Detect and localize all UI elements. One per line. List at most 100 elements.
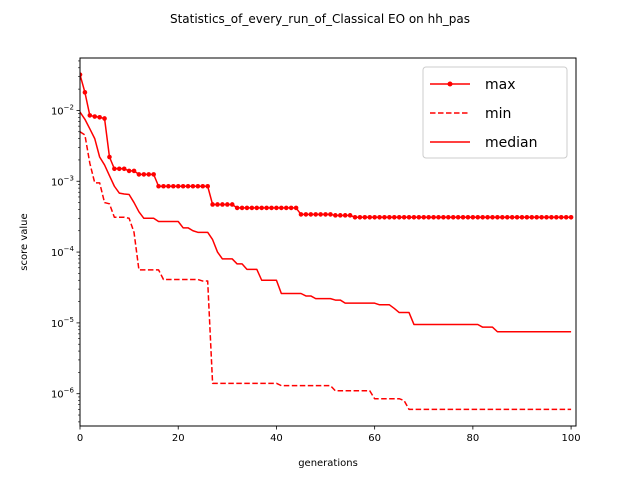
- point-max-16: [156, 183, 161, 189]
- point-max-25: [200, 183, 206, 189]
- point-max-14: [146, 172, 152, 177]
- point-max-94: [539, 214, 544, 220]
- point-max-3: [92, 114, 98, 119]
- point-max-35: [249, 205, 255, 211]
- point-max-7: [112, 166, 117, 172]
- point-max-80: [470, 214, 476, 220]
- point-max-70: [421, 214, 427, 220]
- point-max-85: [495, 214, 500, 220]
- point-max-20: [175, 183, 181, 189]
- point-max-44: [293, 205, 299, 211]
- point-max-29: [220, 202, 225, 207]
- point-max-51: [328, 212, 333, 217]
- point-max-77: [455, 214, 461, 220]
- point-max-79: [465, 214, 471, 220]
- chart-title: Statistics_of_every_run_of_Classical EO …: [170, 12, 470, 26]
- legend-item-min: min: [430, 106, 511, 122]
- y-axis: 10−6 10−5 10−4 10−3 10−2: [51, 60, 80, 423]
- point-max-82: [480, 214, 485, 220]
- point-max-27: [210, 202, 215, 207]
- point-max-89: [514, 214, 520, 220]
- point-max-18: [166, 183, 171, 189]
- plot-frame: [79, 57, 577, 427]
- point-max-99: [563, 214, 569, 220]
- point-max-81: [475, 214, 481, 220]
- point-max-50: [323, 212, 328, 217]
- point-max-90: [519, 214, 525, 220]
- point-max-98: [558, 214, 564, 220]
- legend-box: [422, 66, 568, 159]
- point-max-24: [195, 183, 201, 189]
- point-max-97: [554, 214, 559, 220]
- point-max-11: [131, 168, 137, 174]
- point-max-76: [450, 214, 456, 220]
- point-max-32: [234, 205, 240, 211]
- point-max-45: [298, 212, 304, 217]
- point-max-69: [416, 214, 422, 220]
- point-max-58: [362, 214, 368, 220]
- legend-item-median: median: [430, 135, 537, 151]
- point-max-49: [318, 212, 323, 217]
- point-max-60: [372, 214, 377, 220]
- legend: max min median: [422, 66, 568, 159]
- point-max-13: [141, 172, 147, 177]
- point-max-43: [288, 205, 294, 211]
- x-tick-label-40: 40: [270, 433, 283, 444]
- point-max-100: [568, 214, 574, 220]
- point-max-96: [549, 214, 554, 220]
- point-max-48: [313, 212, 319, 217]
- point-max-93: [534, 214, 540, 220]
- point-max-21: [180, 183, 186, 189]
- point-max-54: [342, 213, 348, 218]
- point-max-67: [406, 214, 412, 220]
- x-tick-label-20: 20: [172, 433, 185, 444]
- point-max-2: [87, 113, 93, 118]
- point-max-39: [269, 205, 274, 211]
- point-max-10: [126, 168, 132, 174]
- point-max-72: [431, 214, 436, 220]
- point-max-52: [333, 213, 338, 218]
- point-max-92: [529, 214, 535, 220]
- point-max-41: [279, 205, 284, 211]
- point-max-37: [259, 205, 265, 211]
- legend-marker-max: [447, 81, 453, 87]
- x-tick-label-100: 100: [562, 433, 581, 444]
- point-max-47: [308, 212, 314, 217]
- x-tick-label-0: 0: [77, 433, 83, 444]
- point-max-68: [411, 214, 417, 220]
- point-max-87: [504, 214, 510, 220]
- point-max-91: [524, 214, 530, 220]
- x-axis: 0 20 40 60 80 100: [77, 426, 581, 444]
- point-max-53: [337, 213, 343, 218]
- point-max-33: [239, 205, 245, 211]
- point-max-56: [352, 214, 358, 220]
- y-tick-label-1e-4: 10−4: [51, 245, 75, 259]
- point-max-83: [485, 214, 490, 220]
- point-max-64: [392, 214, 397, 220]
- point-max-78: [460, 214, 466, 220]
- y-tick-label-1e-5: 10−5: [51, 316, 74, 330]
- point-max-75: [446, 214, 451, 220]
- point-max-42: [283, 205, 289, 211]
- point-max-0: [80, 72, 83, 77]
- point-max-74: [441, 214, 446, 220]
- point-max-46: [303, 212, 309, 217]
- point-max-95: [544, 214, 549, 220]
- point-max-57: [357, 214, 363, 220]
- legend-item-max: max: [430, 77, 516, 93]
- point-max-63: [387, 214, 392, 220]
- legend-label-max: max: [485, 77, 516, 93]
- point-max-15: [151, 172, 156, 177]
- point-max-12: [136, 172, 142, 177]
- point-max-26: [205, 183, 210, 189]
- point-max-30: [225, 202, 230, 207]
- point-max-62: [382, 214, 387, 220]
- point-max-5: [102, 116, 107, 121]
- point-max-66: [401, 214, 407, 220]
- x-tick-label-60: 60: [368, 433, 381, 444]
- point-max-84: [490, 214, 495, 220]
- x-axis-label: generations: [298, 458, 358, 469]
- point-max-17: [161, 183, 166, 189]
- point-max-1: [82, 90, 88, 95]
